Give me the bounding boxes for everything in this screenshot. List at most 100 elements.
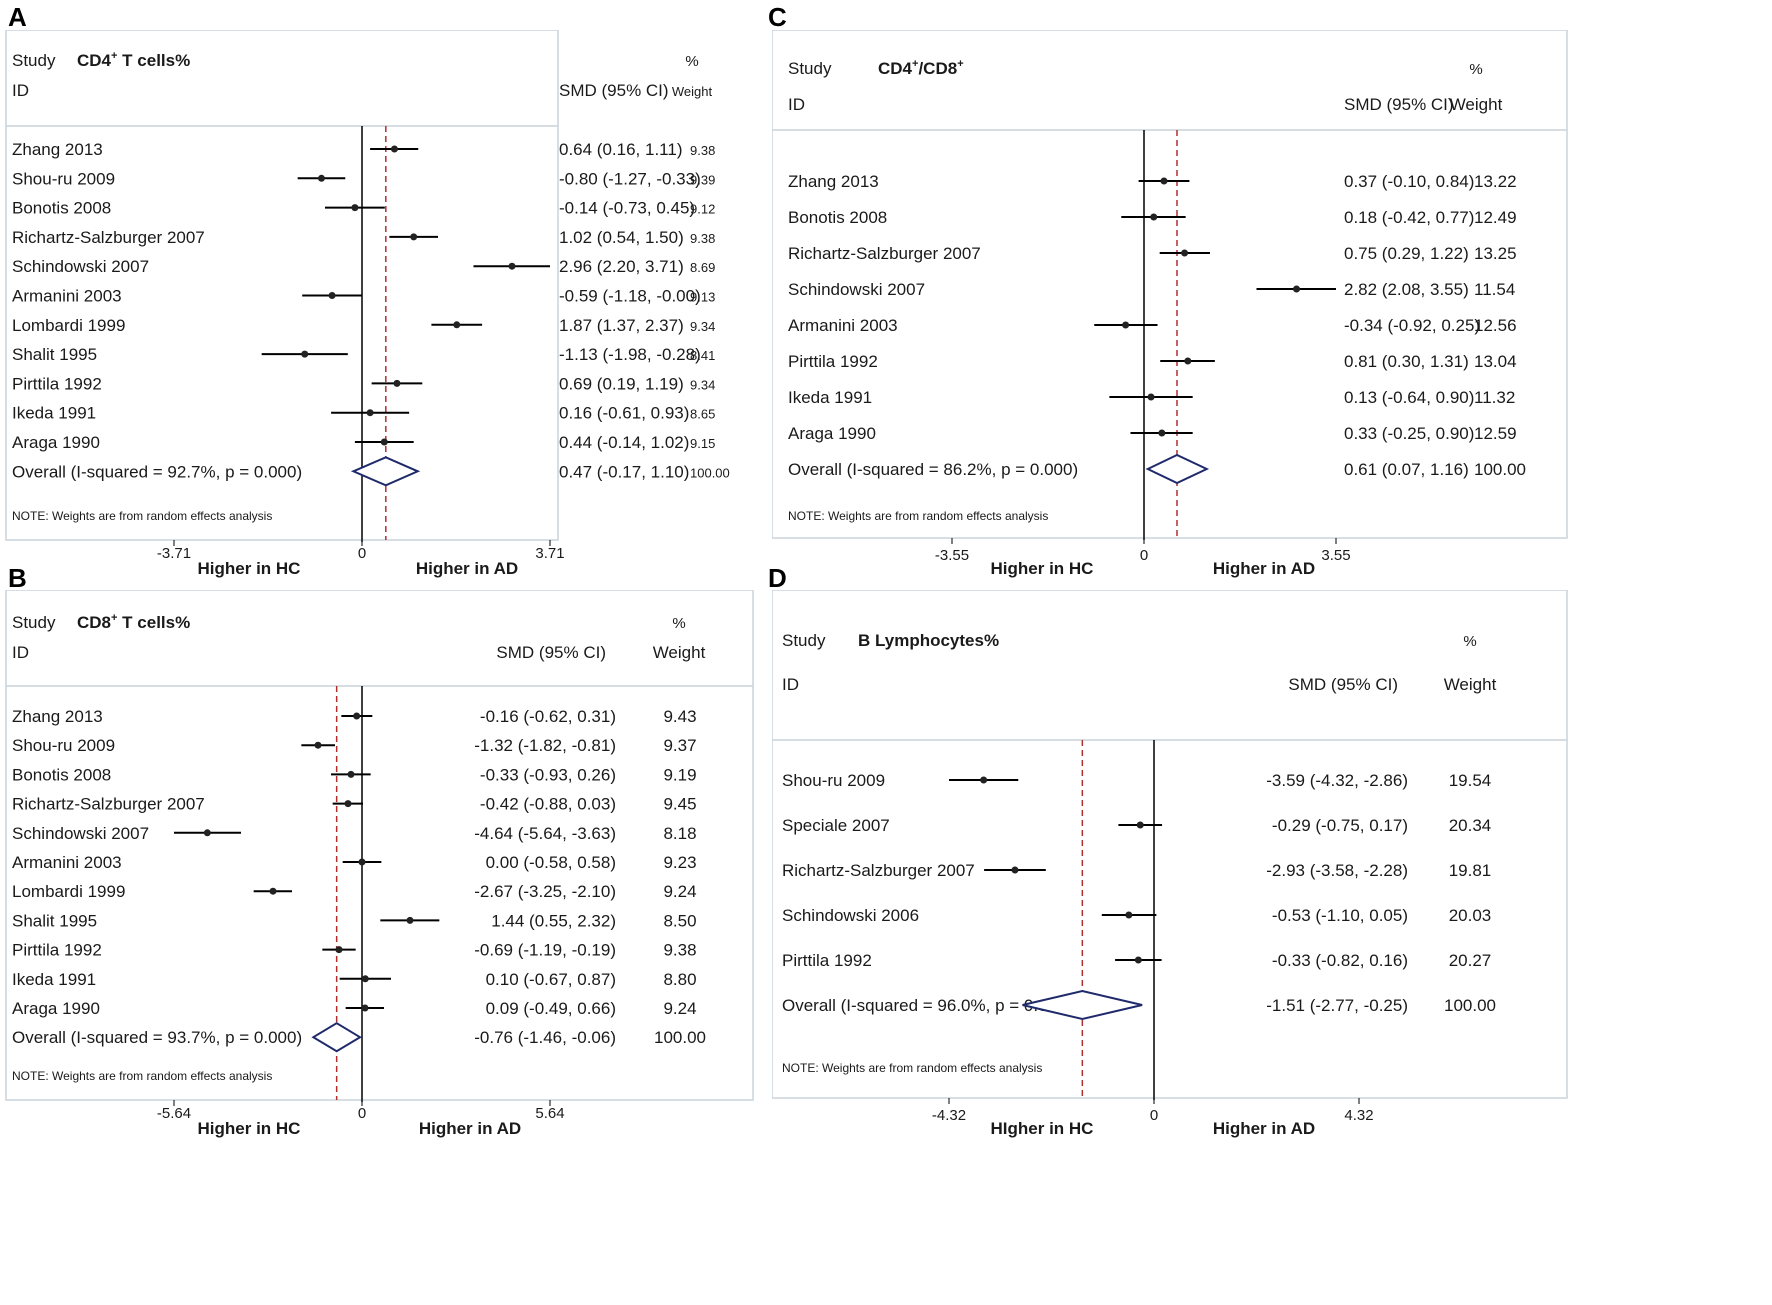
ci-value: 0.09 (-0.49, 0.66) [486,999,616,1018]
study-name: Zhang 2013 [12,707,103,726]
ci-value: -4.64 (-5.64, -3.63) [474,824,616,843]
weight-header: Weight [1450,95,1503,114]
effect-header: SMD (95% CI) [1344,95,1454,114]
point-estimate [328,292,336,299]
panel-letter-c: C [768,2,787,32]
study-name: Richartz-Salzburger 2007 [782,861,975,880]
footnote: NOTE: Weights are from random effects an… [12,1069,272,1083]
weight-value: 20.34 [1449,816,1492,835]
weight-value: 12.49 [1474,208,1517,227]
study-name: Armanini 2003 [788,316,898,335]
study-name: Pirttila 1992 [12,374,102,393]
study-name: Araga 1990 [788,424,876,443]
percent-header: % [685,53,698,70]
axis-tick-label: -5.64 [157,1105,191,1122]
footnote: NOTE: Weights are from random effects an… [788,509,1048,523]
panel-letter-d: D [768,563,787,593]
ci-value: 1.87 (1.37, 2.37) [559,316,684,335]
panel-letter-b: B [8,563,27,593]
effect-header: SMD (95% CI) [496,643,606,662]
study-name: Speciale 2007 [782,816,890,835]
right-direction-label: Higher in AD [416,559,518,578]
study-name: Ikeda 1991 [788,388,872,407]
ci-value: 0.00 (-0.58, 0.58) [486,853,616,872]
ci-value: 0.75 (0.29, 1.22) [1344,244,1469,263]
measure-title: CD8+ T cells% [77,612,190,632]
measure-title: B Lymphocytes% [858,631,999,650]
point-estimate [1158,429,1166,437]
ci-value: -0.33 (-0.82, 0.16) [1272,951,1408,970]
weight-value: 9.12 [690,202,715,217]
point-estimate [980,776,988,784]
weight-value: 9.37 [663,736,696,755]
weight-value: 9.13 [690,290,715,305]
point-estimate [1150,213,1158,221]
study-name: Pirttila 1992 [788,352,878,371]
study-name: Bonotis 2008 [12,765,111,784]
study-name: Pirttila 1992 [12,941,102,960]
ci-value: -0.69 (-1.19, -0.19) [474,941,616,960]
overall-weight-value: 100.00 [1444,996,1496,1015]
ci-value: -0.80 (-1.27, -0.33) [559,169,701,188]
weight-value: 8.18 [663,824,696,843]
axis-tick-label: 3.55 [1321,547,1350,564]
point-estimate [1134,956,1142,964]
forest-plot-c: Study ID CD4+/CD8+ SMD (95% CI)% Weight Zhang… [772,30,1568,578]
study-name: Zhang 2013 [788,172,879,191]
study-name: Shou-ru 2009 [12,169,115,188]
study-name: Bonotis 2008 [12,199,111,218]
ci-value: 0.18 (-0.42, 0.77) [1344,208,1474,227]
weight-value: 13.25 [1474,244,1517,263]
ci-value: -0.59 (-1.18, -0.00) [559,287,701,306]
point-estimate [1011,866,1019,874]
ci-value: 0.81 (0.30, 1.31) [1344,352,1469,371]
point-estimate [390,145,398,153]
footnote: NOTE: Weights are from random effects an… [12,509,272,523]
panel-b-frame [5,590,754,1101]
left-direction-label: Higher in HC [198,1119,301,1138]
percent-header: % [1469,61,1482,78]
study-name: Bonotis 2008 [788,208,887,227]
right-direction-label: Higher in AD [419,1119,521,1138]
study-name: Lombardi 1999 [12,316,125,335]
overall-diamond [1022,989,1143,1021]
axis-tick-label: 0 [358,1105,366,1122]
weight-value: 9.39 [690,172,715,187]
weight-value: 9.15 [690,436,715,451]
ci-value: -2.93 (-3.58, -2.28) [1266,861,1408,880]
overall-label: Overall (I-squared = 86.2%, p = 0.000) [788,460,1078,479]
effect-header: SMD (95% CI) [559,81,669,100]
study-name: Shalit 1995 [12,345,97,364]
weight-value: 8.80 [663,970,696,989]
point-estimate [301,350,309,358]
study-name: Richartz-Salzburger 2007 [12,795,205,814]
study-header: Study [782,631,826,650]
ci-value: -2.67 (-3.25, -2.10) [474,882,616,901]
ci-value: -0.29 (-0.75, 0.17) [1272,816,1408,835]
axis-tick-label: -3.71 [157,545,191,562]
axis-tick-label: -4.32 [932,1107,966,1124]
overall-diamond [311,1022,362,1053]
weight-value: 9.23 [663,853,696,872]
point-estimate [314,741,322,749]
percent-header: % [1463,633,1476,650]
weight-value: 11.54 [1474,280,1515,299]
weight-header: Weight [1444,675,1497,694]
ci-value: -1.32 (-1.82, -0.81) [474,736,616,755]
footnote: NOTE: Weights are from random effects an… [782,1061,1042,1075]
study-name: Schindowski 2007 [12,257,149,276]
id-header: ID [12,81,29,100]
overall-diamond [1145,453,1210,485]
study-name: Armanini 2003 [12,287,122,306]
weight-value: 9.43 [663,707,696,726]
point-estimate [1122,321,1130,329]
weight-value: 9.38 [663,941,696,960]
forest-plot-d: Study ID B Lymphocytes% SMD (95% CI)% Weight… [772,590,1568,1138]
study-header: Study [788,59,832,78]
ci-value: 0.33 (-0.25, 0.90) [1344,424,1474,443]
point-estimate [335,946,343,954]
weight-value: 11.32 [1474,388,1515,407]
point-estimate [317,174,325,182]
ci-value: -1.13 (-1.98, -0.28) [559,345,701,364]
ci-value: 0.16 (-0.61, 0.93) [559,404,689,423]
